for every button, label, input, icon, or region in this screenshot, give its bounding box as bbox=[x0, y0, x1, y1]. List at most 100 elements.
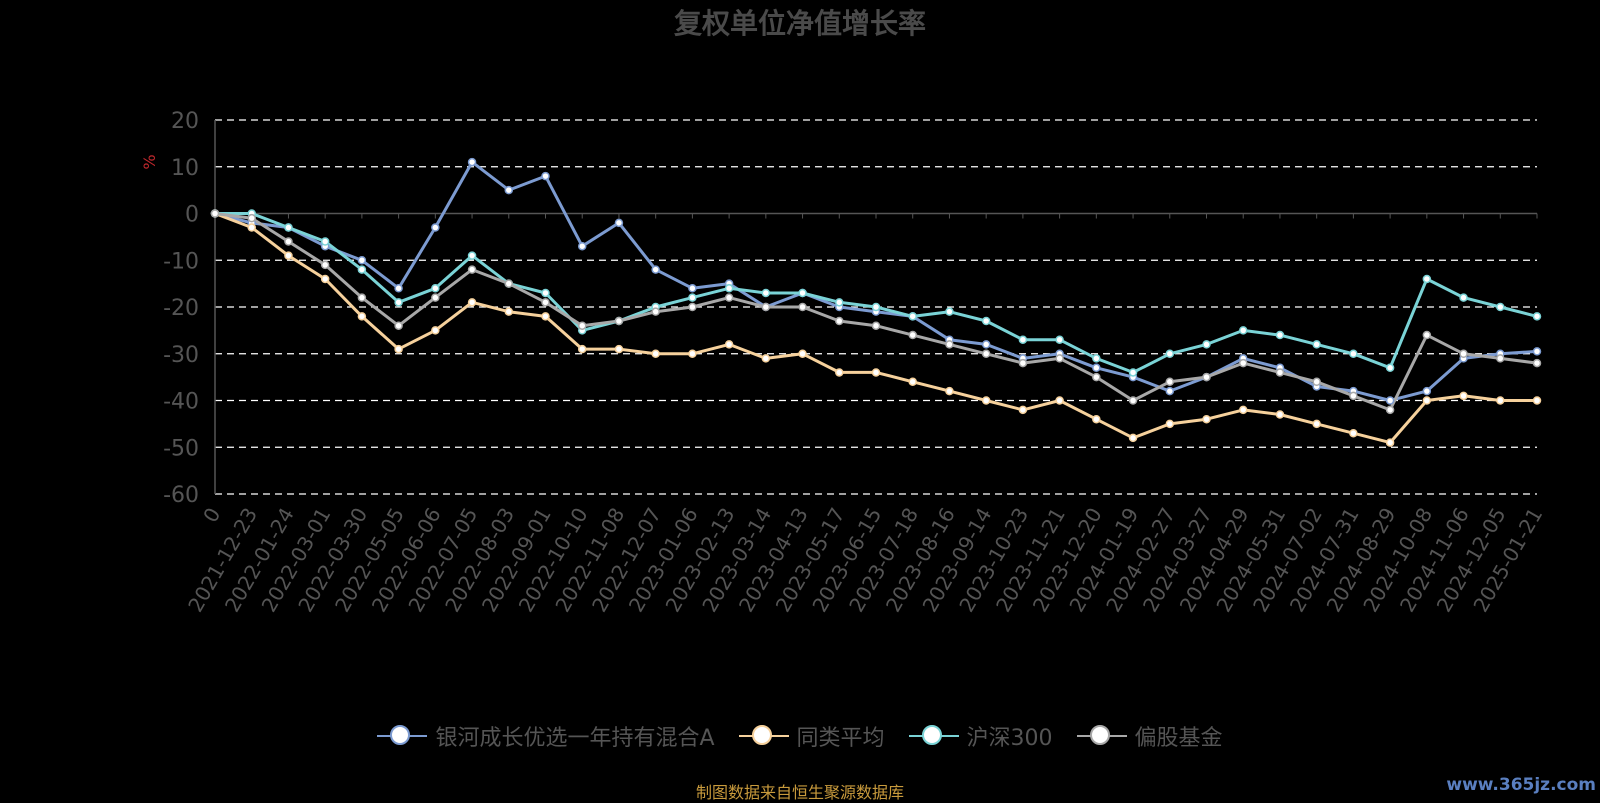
legend-label: 沪深300 bbox=[966, 726, 1053, 751]
data-point bbox=[688, 293, 697, 302]
data-point bbox=[1349, 391, 1358, 401]
legend-label: 同类平均 bbox=[796, 726, 885, 751]
legend-item-csi300[interactable]: 沪深300 bbox=[908, 720, 1053, 752]
data-point bbox=[1496, 354, 1505, 363]
data-point bbox=[1422, 274, 1432, 284]
x-tick-labels: 02021-12-232022-01-242022-03-012022-03-3… bbox=[183, 503, 1547, 616]
data-point bbox=[1422, 330, 1432, 340]
data-point bbox=[1238, 326, 1248, 335]
data-point bbox=[394, 344, 403, 354]
data-point bbox=[357, 312, 367, 321]
data-point bbox=[247, 213, 256, 223]
data-point bbox=[247, 223, 256, 232]
data-point bbox=[651, 349, 660, 358]
y-tick-labels: 20 10 0 -10 -20 -30 -40 -50 -60 bbox=[163, 109, 199, 508]
data-point bbox=[908, 377, 917, 387]
data-point bbox=[577, 344, 587, 354]
data-point bbox=[577, 321, 587, 330]
legend-item-fund[interactable]: 银河成长优选一年持有混合A bbox=[377, 720, 715, 752]
data-point bbox=[614, 316, 624, 326]
data-point bbox=[1128, 368, 1138, 377]
data-point bbox=[357, 265, 367, 274]
y-tick-label: -50 bbox=[163, 436, 199, 461]
legend-item-equity-funds[interactable]: 偏股基金 bbox=[1076, 720, 1223, 752]
data-point bbox=[1092, 354, 1101, 363]
data-point bbox=[761, 354, 771, 363]
data-point bbox=[504, 307, 514, 316]
data-point bbox=[467, 251, 477, 260]
chart-title: 复权单位净值增长率 bbox=[673, 7, 926, 40]
data-point bbox=[431, 293, 440, 302]
data-point bbox=[835, 298, 844, 307]
data-point bbox=[431, 284, 440, 293]
x-tick-label: 0 bbox=[198, 504, 225, 527]
data-point bbox=[1055, 396, 1064, 405]
data-point bbox=[320, 274, 330, 284]
data-point bbox=[1202, 414, 1211, 424]
data-point bbox=[431, 326, 440, 335]
data-point bbox=[1238, 358, 1248, 368]
legend: 银河成长优选一年持有混合A 同类平均 沪深300 偏股基金 bbox=[0, 720, 1600, 752]
y-tick-label: 20 bbox=[171, 109, 199, 134]
data-point bbox=[1238, 405, 1248, 415]
data-point bbox=[1459, 391, 1468, 401]
y-tick-label: -20 bbox=[163, 296, 199, 321]
series-line bbox=[215, 212, 1538, 374]
data-point bbox=[431, 223, 440, 232]
data-point bbox=[210, 209, 220, 218]
data-point bbox=[1496, 396, 1505, 405]
data-point bbox=[1018, 335, 1028, 344]
data-point bbox=[1165, 419, 1175, 429]
legend-item-peer-average[interactable]: 同类平均 bbox=[738, 720, 885, 752]
data-point bbox=[1165, 377, 1175, 387]
data-point bbox=[1532, 358, 1542, 368]
data-point bbox=[1385, 405, 1395, 415]
data-point bbox=[945, 307, 954, 316]
data-point bbox=[761, 302, 771, 312]
y-tick-label: 0 bbox=[185, 203, 199, 228]
data-point bbox=[1055, 354, 1064, 363]
data-point bbox=[1092, 372, 1101, 382]
legend-swatch-equity-funds bbox=[1076, 725, 1127, 747]
data-point bbox=[467, 157, 477, 167]
y-tick-label: -30 bbox=[163, 343, 199, 368]
data-point bbox=[724, 340, 734, 349]
data-point bbox=[1092, 414, 1101, 424]
watermark: www.365jz.com bbox=[1446, 775, 1596, 795]
data-point bbox=[284, 237, 293, 246]
data-point bbox=[467, 265, 477, 274]
data-point bbox=[688, 284, 697, 293]
data-point bbox=[394, 298, 403, 307]
data-point bbox=[1312, 340, 1321, 349]
data-point bbox=[541, 298, 550, 307]
data-point bbox=[908, 330, 917, 340]
data-point bbox=[1092, 363, 1101, 373]
y-axis-label: % bbox=[140, 154, 159, 169]
data-point bbox=[1385, 363, 1395, 373]
data-point bbox=[871, 302, 881, 312]
data-point bbox=[724, 293, 734, 302]
data-point bbox=[614, 344, 624, 354]
data-point bbox=[1312, 377, 1321, 387]
data-point bbox=[1385, 396, 1395, 405]
data-point bbox=[835, 368, 844, 377]
data-point bbox=[1165, 386, 1175, 396]
data-point bbox=[320, 237, 330, 246]
data-point bbox=[1459, 349, 1468, 358]
y-tick-label: -40 bbox=[163, 390, 199, 415]
data-point bbox=[688, 302, 697, 312]
data-point bbox=[835, 316, 844, 326]
legend-label: 银河成长优选一年持有混合A bbox=[435, 726, 715, 751]
data-point bbox=[761, 288, 771, 298]
legend-swatch-csi300 bbox=[908, 725, 959, 747]
data-point bbox=[394, 321, 403, 330]
source-note: 制图数据来自恒生聚源数据库 bbox=[695, 783, 904, 802]
data-point bbox=[1422, 386, 1432, 396]
axes bbox=[214, 120, 1538, 494]
data-point bbox=[1385, 438, 1395, 447]
data-point bbox=[504, 279, 514, 288]
data-point bbox=[871, 368, 881, 377]
data-point bbox=[1349, 428, 1358, 438]
data-point bbox=[1128, 396, 1138, 405]
